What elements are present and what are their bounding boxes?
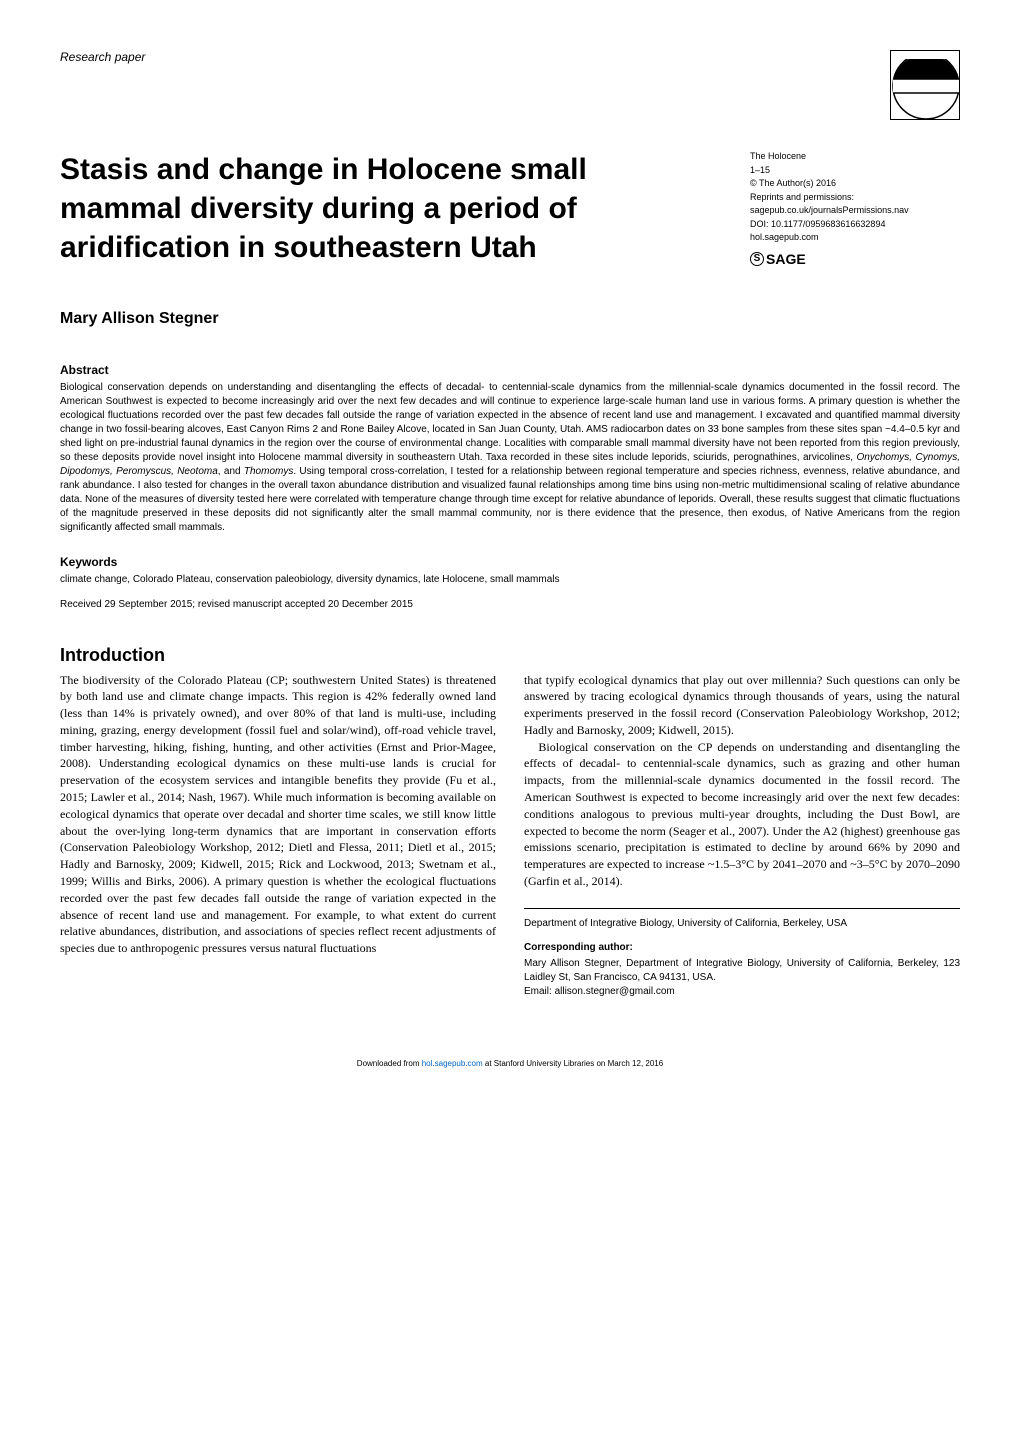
- intro-col2-p1: that typify ecological dynamics that pla…: [524, 672, 960, 739]
- holocene-logo-icon: [890, 50, 960, 120]
- email-label: Email:: [524, 986, 555, 997]
- author-name: Mary Allison Stegner: [60, 310, 960, 328]
- journal-site: hol.sagepub.com: [750, 231, 960, 245]
- journal-metadata: The Holocene 1–15 © The Author(s) 2016 R…: [750, 150, 960, 270]
- intro-col2-p2: Biological conservation on the CP depend…: [524, 739, 960, 890]
- received-dates: Received 29 September 2015; revised manu…: [60, 599, 960, 610]
- footer-pre: Downloaded from: [357, 1059, 422, 1068]
- author-affiliation: Department of Integrative Biology, Unive…: [524, 917, 960, 931]
- research-type-label: Research paper: [60, 50, 145, 64]
- abstract-text-1: Biological conservation depends on under…: [60, 382, 960, 463]
- journal-doi: DOI: 10.1177/0959683616632894: [750, 218, 960, 232]
- corresponding-author-heading: Corresponding author:: [524, 941, 960, 955]
- abstract-taxa-italic-2: Thomomys: [244, 466, 293, 477]
- footer-link[interactable]: hol.sagepub.com: [422, 1059, 483, 1068]
- corresponding-author-text: Mary Allison Stegner, Department of Inte…: [524, 957, 960, 985]
- abstract-body: Biological conservation depends on under…: [60, 381, 960, 535]
- sage-s-icon: S: [750, 252, 764, 266]
- journal-permissions-label: Reprints and permissions:: [750, 191, 960, 205]
- journal-copyright: © The Author(s) 2016: [750, 177, 960, 191]
- sage-logo: S SAGE: [750, 249, 960, 270]
- download-footer: Downloaded from hol.sagepub.com at Stanf…: [60, 1059, 960, 1068]
- corresponding-author-email-line: Email: allison.stegner@gmail.com: [524, 985, 960, 999]
- journal-name: The Holocene: [750, 150, 960, 164]
- intro-column-right: that typify ecological dynamics that pla…: [524, 672, 960, 999]
- introduction-heading: Introduction: [60, 645, 960, 666]
- intro-col1-p1: The biodiversity of the Colorado Plateau…: [60, 672, 496, 958]
- journal-permissions-url: sagepub.co.uk/journalsPermissions.nav: [750, 204, 960, 218]
- intro-column-left: The biodiversity of the Colorado Plateau…: [60, 672, 496, 999]
- email-value: allison.stegner@gmail.com: [555, 986, 675, 997]
- journal-pages: 1–15: [750, 164, 960, 178]
- sage-text: SAGE: [766, 249, 806, 270]
- abstract-text-mid: , and: [218, 466, 244, 477]
- abstract-heading: Abstract: [60, 363, 960, 377]
- keywords-heading: Keywords: [60, 555, 960, 569]
- article-title: Stasis and change in Holocene small mamm…: [60, 150, 710, 267]
- footer-post: at Stanford University Libraries on Marc…: [483, 1059, 664, 1068]
- keywords-body: climate change, Colorado Plateau, conser…: [60, 573, 960, 587]
